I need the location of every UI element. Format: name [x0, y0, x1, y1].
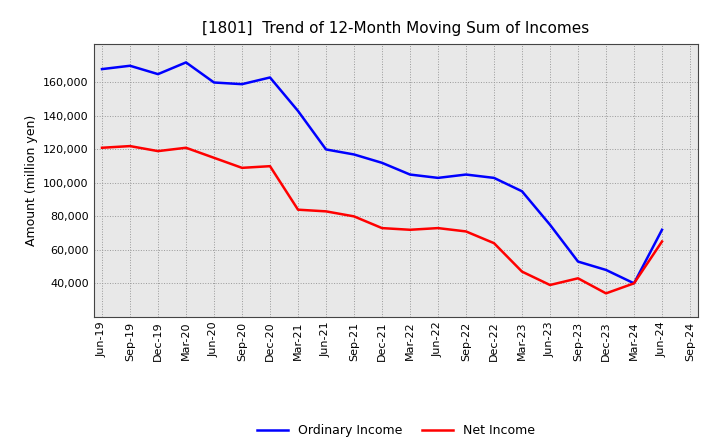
- Net Income: [378, 225, 387, 231]
- Ordinary Income: [433, 175, 442, 180]
- Net Income: [462, 229, 470, 234]
- Net Income: [322, 209, 330, 214]
- Net Income: [266, 164, 274, 169]
- Line: Ordinary Income: Ordinary Income: [102, 62, 662, 283]
- Net Income: [350, 214, 359, 219]
- Ordinary Income: [546, 222, 554, 227]
- Ordinary Income: [518, 189, 526, 194]
- Ordinary Income: [238, 81, 246, 87]
- Ordinary Income: [266, 75, 274, 80]
- Net Income: [153, 148, 162, 154]
- Ordinary Income: [378, 160, 387, 165]
- Net Income: [181, 145, 190, 150]
- Ordinary Income: [98, 66, 107, 72]
- Net Income: [294, 207, 302, 213]
- Net Income: [433, 225, 442, 231]
- Ordinary Income: [405, 172, 414, 177]
- Ordinary Income: [490, 175, 498, 180]
- Net Income: [602, 291, 611, 296]
- Net Income: [518, 269, 526, 274]
- Ordinary Income: [462, 172, 470, 177]
- Net Income: [630, 281, 639, 286]
- Net Income: [405, 227, 414, 232]
- Ordinary Income: [126, 63, 135, 68]
- Net Income: [657, 239, 666, 244]
- Net Income: [546, 282, 554, 288]
- Ordinary Income: [181, 60, 190, 65]
- Y-axis label: Amount (million yen): Amount (million yen): [24, 115, 37, 246]
- Ordinary Income: [602, 267, 611, 272]
- Ordinary Income: [657, 227, 666, 232]
- Line: Net Income: Net Income: [102, 146, 662, 293]
- Ordinary Income: [574, 259, 582, 264]
- Ordinary Income: [210, 80, 218, 85]
- Net Income: [98, 145, 107, 150]
- Title: [1801]  Trend of 12-Month Moving Sum of Incomes: [1801] Trend of 12-Month Moving Sum of I…: [202, 21, 590, 36]
- Net Income: [210, 155, 218, 161]
- Legend: Ordinary Income, Net Income: Ordinary Income, Net Income: [252, 418, 540, 440]
- Ordinary Income: [350, 152, 359, 157]
- Ordinary Income: [322, 147, 330, 152]
- Ordinary Income: [630, 281, 639, 286]
- Ordinary Income: [153, 71, 162, 77]
- Net Income: [126, 143, 135, 149]
- Ordinary Income: [294, 108, 302, 114]
- Net Income: [574, 276, 582, 281]
- Net Income: [238, 165, 246, 170]
- Net Income: [490, 241, 498, 246]
